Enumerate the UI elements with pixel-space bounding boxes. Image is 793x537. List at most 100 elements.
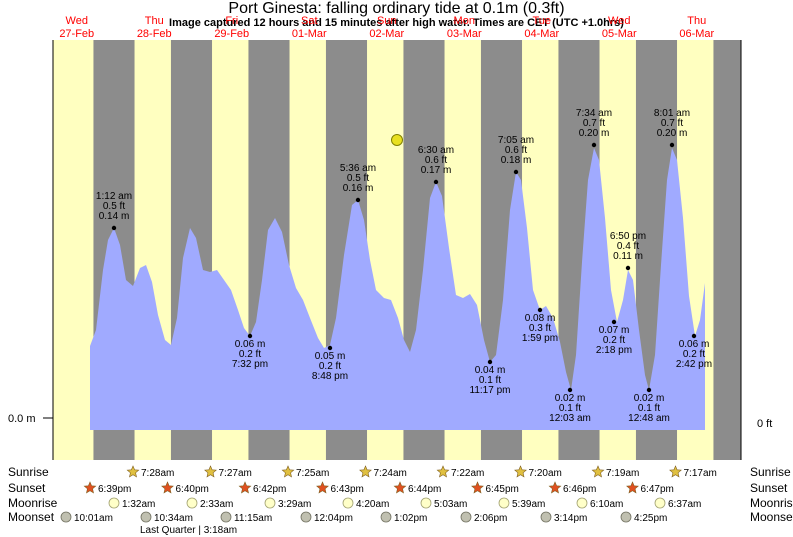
extreme-label: 0.5 ft	[347, 173, 369, 184]
extreme-label: 0.05 m	[315, 351, 346, 362]
sunrise-icon	[204, 465, 217, 478]
moonset-row-label-right: Moonset	[750, 510, 793, 524]
sunrise-time: 7:24am	[374, 468, 407, 479]
moonrise-time: 1:32am	[122, 499, 155, 510]
sunset-row-label-right: Sunset	[750, 481, 788, 495]
extreme-label: 0.17 m	[421, 165, 452, 176]
extreme-point	[247, 333, 253, 339]
extreme-label: 0.02 m	[555, 393, 586, 404]
extreme-label: 1:12 am	[96, 191, 132, 202]
day-label-date: 01-Mar	[292, 28, 327, 40]
sunset-time: 6:46pm	[563, 484, 596, 495]
sunrise-time: 7:25am	[296, 468, 329, 479]
day-label-dow: Wed	[608, 15, 630, 27]
extreme-label: 0.7 ft	[661, 118, 683, 129]
extreme-point	[691, 333, 697, 339]
y-axis-left-label: 0.0 m	[8, 413, 36, 425]
extreme-point	[537, 307, 543, 313]
moonset-row-label-left: Moonset	[8, 510, 55, 524]
sunset-icon	[548, 481, 562, 494]
sunset-icon	[471, 481, 484, 494]
day-label-date: 06-Mar	[679, 28, 714, 40]
sunrise-time: 7:22am	[451, 468, 484, 479]
moonset-time: 1:02pm	[394, 513, 427, 524]
day-label-date: 03-Mar	[447, 28, 482, 40]
extreme-label: 0.2 ft	[319, 361, 341, 372]
day-label-dow: Sun	[377, 15, 397, 27]
extreme-label: 7:34 am	[576, 108, 612, 119]
sunset-time: 6:43pm	[331, 484, 364, 495]
y-axis-right-label: 0 ft	[757, 418, 772, 430]
extreme-point	[487, 359, 493, 365]
moonrise-time: 5:03am	[434, 499, 467, 510]
axes: 0.0 m 0 ft	[8, 40, 772, 460]
night-band	[713, 40, 741, 460]
sunset-icon	[161, 481, 174, 494]
extreme-label: 0.1 ft	[638, 403, 660, 414]
moonrise-time: 4:20am	[356, 499, 389, 510]
extreme-label: 11:17 pm	[470, 385, 511, 396]
tide-area-fill	[90, 148, 705, 430]
sunrise-icon	[436, 465, 450, 478]
moonset-icon	[540, 511, 552, 523]
sunrise-icon	[591, 465, 605, 478]
extreme-label: 0.1 ft	[479, 375, 501, 386]
moonset-time: 11:15am	[234, 513, 272, 524]
sunset-time: 6:42pm	[253, 484, 286, 495]
moonrise-time: 6:37am	[668, 499, 701, 510]
sunrise-time: 7:20am	[529, 468, 562, 479]
extreme-labels: 1:12 am0.5 ft0.14 m0.06 m0.2 ft7:32 pm0.…	[96, 108, 712, 424]
tide-area	[90, 134, 705, 430]
moonrise-icon	[498, 497, 510, 509]
sunset-row-label-left: Sunset	[8, 481, 46, 495]
moonset-icon	[460, 511, 472, 523]
day-label-date: 27-Feb	[59, 28, 94, 40]
sunset-icon	[83, 481, 97, 494]
sunset-icon	[238, 481, 252, 494]
day-label-dow: Wed	[66, 15, 88, 27]
extreme-label: 7:05 am	[498, 135, 534, 146]
moonrise-icon	[576, 497, 588, 509]
day-label-dow: Thu	[687, 15, 706, 27]
moonrise-time: 6:10am	[590, 499, 623, 510]
sunrise-icon	[514, 465, 527, 478]
extreme-point	[433, 179, 439, 185]
day-label-date: 29-Feb	[214, 28, 249, 40]
sunrise-icon	[359, 465, 372, 478]
extreme-label: 0.1 ft	[559, 403, 581, 414]
moonrise-icon	[264, 497, 276, 509]
moonset-time: 10:01am	[74, 513, 113, 524]
moonset-icon	[60, 511, 72, 523]
sunset-time: 6:39pm	[98, 484, 131, 495]
day-label-dow: Fri	[225, 15, 238, 27]
day-labels: Wed27-FebThu28-FebFri29-FebSat01-MarSun0…	[59, 15, 714, 40]
extreme-label: 0.5 ft	[103, 201, 125, 212]
extreme-label: 2:42 pm	[676, 359, 712, 370]
extreme-label: 12:48 am	[628, 413, 670, 424]
sunrise-icon	[281, 465, 295, 478]
extreme-label: 0.20 m	[579, 128, 610, 139]
sunrise-time: 7:17am	[684, 468, 717, 479]
extreme-point	[669, 142, 675, 148]
day-label-date: 02-Mar	[369, 28, 404, 40]
extreme-label: 0.04 m	[475, 365, 506, 376]
extreme-label: 0.6 ft	[425, 155, 447, 166]
moonrise-icon	[342, 497, 354, 509]
sunset-icon	[316, 481, 329, 494]
sunrise-icon	[669, 465, 682, 478]
moonrise-icon	[108, 497, 120, 509]
extreme-label: 0.14 m	[99, 211, 130, 222]
extreme-label: 0.20 m	[657, 128, 688, 139]
sunrise-row-label-right: Sunrise	[750, 465, 791, 479]
extreme-label: 2:18 pm	[596, 345, 632, 356]
day-label-dow: Sat	[301, 15, 318, 27]
sunrise-row-label-left: Sunrise	[8, 465, 49, 479]
moonset-time: 2:06pm	[474, 513, 507, 524]
extreme-point	[646, 387, 652, 393]
moonrise-time: 3:29am	[278, 499, 311, 510]
moonset-icon	[380, 511, 392, 523]
moonrise-row-label-left: Moonrise	[8, 496, 58, 510]
extreme-label: 0.08 m	[525, 313, 556, 324]
